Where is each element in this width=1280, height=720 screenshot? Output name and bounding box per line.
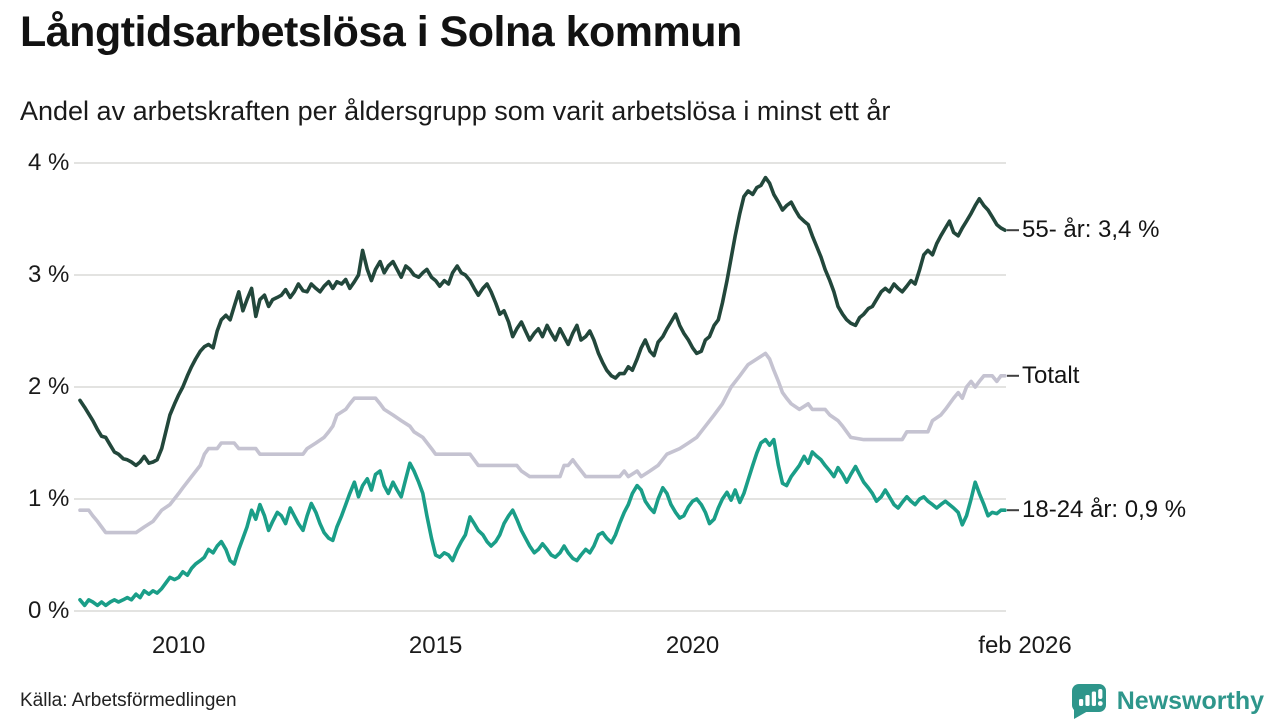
source-note: Källa: Arbetsförmedlingen bbox=[20, 690, 237, 711]
y-tick-label: 4 % bbox=[28, 149, 70, 176]
series-line-totalt bbox=[78, 351, 1007, 535]
x-tick-label: 2010 bbox=[151, 632, 206, 659]
brand-name: Newsworthy bbox=[1116, 687, 1264, 715]
y-tick-label: 1 % bbox=[28, 485, 70, 512]
series-line-18-24-ar bbox=[78, 437, 1007, 608]
y-tick-label: 2 % bbox=[28, 373, 70, 400]
y-tick-label: 0 % bbox=[28, 597, 70, 624]
series-line-55-ar bbox=[78, 175, 1007, 468]
x-tick-label: feb 2026 bbox=[978, 632, 1072, 659]
x-tick-label: 2015 bbox=[408, 632, 463, 659]
newsworthy-logo-icon bbox=[1071, 684, 1106, 719]
page-subtitle: Andel av arbetskraften per åldersgrupp s… bbox=[20, 96, 891, 126]
series-end-label-55-ar: 55- år: 3,4 % bbox=[1022, 216, 1160, 244]
y-tick-label: 3 % bbox=[28, 261, 70, 288]
series-end-label-18-24-ar: 18-24 år: 0,9 % bbox=[1022, 496, 1187, 524]
series-end-label-totalt: Totalt bbox=[1022, 361, 1080, 389]
page-title: Långtidsarbetslösa i Solna kommun bbox=[20, 8, 742, 56]
newsworthy-brand-link[interactable]: Newsworthy bbox=[1069, 683, 1264, 720]
x-tick-label: 2020 bbox=[665, 632, 720, 659]
